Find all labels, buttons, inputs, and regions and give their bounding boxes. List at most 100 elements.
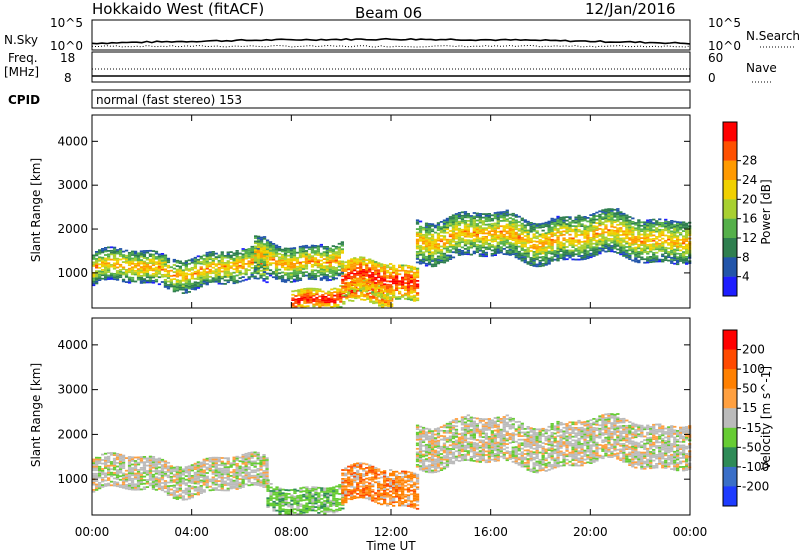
heatmap-cell <box>565 228 569 231</box>
heatmap-cell <box>160 464 165 466</box>
heatmap-cell <box>244 270 248 272</box>
heatmap-cell <box>374 287 378 290</box>
heatmap-cell <box>199 467 203 469</box>
heatmap-cell <box>104 456 108 459</box>
heatmap-cell <box>380 268 384 271</box>
heatmap-cell <box>307 257 312 259</box>
heatmap-cell <box>148 473 153 476</box>
heatmap-cell <box>160 263 165 266</box>
heatmap-cell <box>395 271 399 274</box>
heatmap-cell <box>232 479 236 482</box>
heatmap-cell <box>266 486 270 489</box>
heatmap-cell <box>580 241 584 243</box>
heatmap-cell <box>313 250 318 252</box>
heatmap-cell <box>544 262 548 264</box>
heatmap-cell <box>259 248 264 251</box>
heatmap-cell <box>601 230 605 233</box>
heatmap-cell <box>469 244 473 247</box>
heatmap-cell <box>160 254 165 257</box>
heatmap-cell <box>151 488 156 490</box>
heatmap-cell <box>301 254 306 256</box>
heatmap-cell <box>445 245 450 248</box>
heatmap-cell <box>127 465 132 467</box>
heatmap-cell <box>274 253 279 256</box>
heatmap-cell <box>169 467 173 469</box>
heatmap-cell <box>148 468 153 471</box>
heatmap-cell <box>347 266 351 269</box>
heatmap-cell <box>250 482 254 484</box>
heatmap-cell <box>154 256 159 258</box>
heatmap-cell <box>535 251 539 254</box>
heatmap-cell <box>514 231 518 234</box>
heatmap-cell <box>652 243 656 246</box>
heatmap-cell <box>136 479 141 482</box>
heatmap-cell <box>101 459 105 461</box>
heatmap-cell <box>604 231 608 234</box>
heatmap-cell <box>421 251 426 254</box>
heatmap-cell <box>670 260 674 263</box>
heatmap-cell <box>430 235 435 238</box>
heatmap-cell <box>526 229 530 232</box>
heatmap-cell <box>109 473 114 476</box>
heatmap-cell <box>121 255 126 258</box>
heatmap-cell <box>377 265 381 268</box>
heatmap-cell <box>532 254 536 257</box>
heatmap-cell <box>309 291 313 293</box>
heatmap-cell <box>484 236 488 238</box>
heatmap-cell <box>104 459 108 462</box>
heatmap-cell <box>321 302 325 305</box>
heatmap-cell <box>148 457 153 460</box>
heatmap-cell <box>309 292 313 295</box>
heatmap-cell <box>538 265 542 268</box>
heatmap-cell <box>604 226 608 228</box>
heatmap-cell <box>184 279 188 282</box>
heatmap-cell <box>101 251 105 254</box>
heatmap-cell <box>169 468 173 471</box>
heatmap-cell <box>291 290 295 293</box>
heatmap-cell <box>332 504 336 507</box>
heatmap-cell <box>350 265 354 268</box>
heatmap-cell <box>229 462 233 465</box>
heatmap-cell <box>124 480 129 483</box>
heatmap-cell <box>205 260 209 263</box>
heatmap-cell <box>295 278 300 280</box>
heatmap-cell <box>127 474 132 476</box>
heatmap-cell <box>439 221 444 223</box>
heatmap-cell <box>259 252 264 255</box>
heatmap-cell <box>151 470 156 473</box>
heatmap-cell <box>499 251 503 254</box>
heatmap-cell <box>232 458 236 461</box>
heatmap-cell <box>646 245 650 248</box>
heatmap-cell <box>661 237 665 240</box>
heatmap-cell <box>145 279 150 282</box>
heatmap-cell <box>592 249 596 252</box>
heatmap-cell <box>529 227 533 230</box>
heatmap-cell <box>421 228 426 231</box>
heatmap-cell <box>139 474 144 476</box>
heatmap-cell <box>139 260 144 263</box>
heatmap-cell <box>154 257 159 260</box>
heatmap-cell <box>526 262 530 265</box>
heatmap-cell <box>631 243 635 246</box>
heatmap-cell <box>101 453 105 456</box>
heatmap-cell <box>193 477 197 479</box>
heatmap-cell <box>130 472 135 475</box>
heatmap-cell <box>436 222 441 224</box>
heatmap-cell <box>562 218 566 220</box>
heatmap-cell <box>148 279 153 282</box>
heatmap-cell <box>291 299 295 301</box>
nave-tick-bottom: 0 <box>708 71 716 85</box>
heatmap-cell <box>130 250 135 253</box>
heatmap-cell <box>360 298 364 301</box>
heatmap-cell <box>562 244 566 247</box>
heatmap-cell <box>341 285 345 288</box>
heatmap-cell <box>193 286 197 289</box>
heatmap-cell <box>487 246 491 249</box>
heatmap-cell <box>145 265 150 268</box>
heatmap-cell <box>374 290 378 293</box>
heatmap-cell <box>193 487 197 490</box>
heatmap-cell <box>109 471 114 474</box>
heatmap-cell <box>532 265 536 267</box>
heatmap-cell <box>314 500 318 503</box>
heatmap-cell <box>418 239 423 242</box>
